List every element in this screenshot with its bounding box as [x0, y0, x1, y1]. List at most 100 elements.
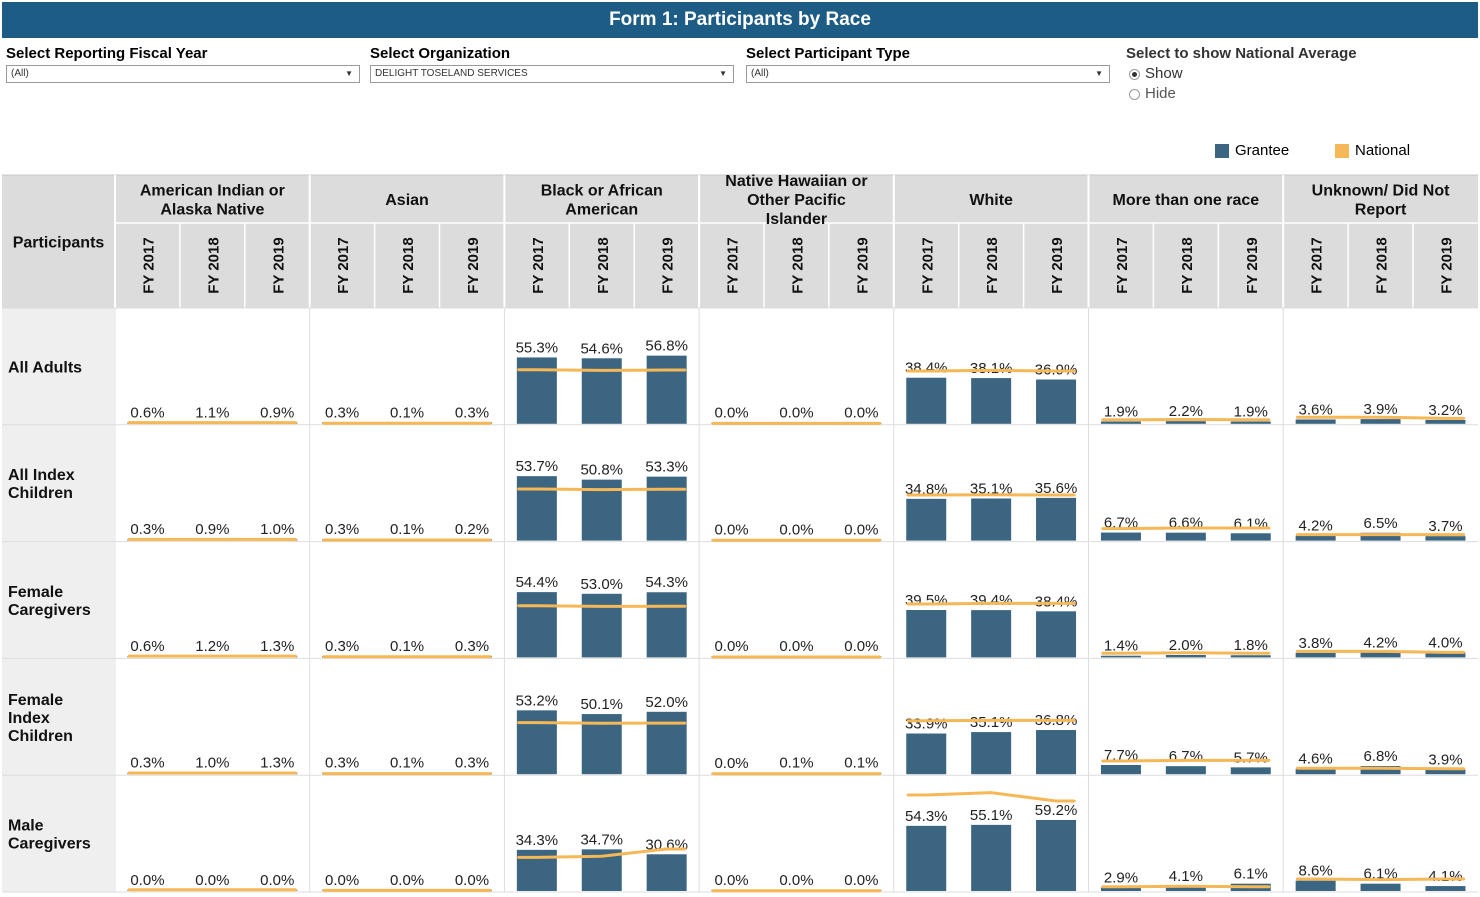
bar-grantee [127, 422, 168, 424]
data-label: 50.1% [580, 696, 623, 713]
data-label: 2.9% [1104, 870, 1138, 887]
data-label: 0.0% [779, 521, 813, 538]
year-label: FY 2017 [919, 237, 936, 293]
data-label: 0.1% [390, 755, 424, 772]
participant-type-value: (All) [751, 68, 769, 79]
data-label: 39.5% [905, 592, 948, 609]
data-label: 50.8% [580, 462, 623, 479]
radio-show[interactable]: Show [1129, 64, 1426, 84]
data-label: 34.8% [905, 481, 948, 498]
data-label: 52.0% [645, 694, 688, 711]
data-label: 3.9% [1363, 401, 1397, 418]
row-label-all-index-children: Children [8, 485, 73, 502]
bar-grantee [1100, 532, 1141, 541]
data-label: 0.0% [844, 872, 878, 889]
data-label: 0.0% [390, 872, 424, 889]
organization-label: Select Organization [370, 45, 511, 62]
year-label: FY 2019 [1438, 237, 1455, 293]
bar-grantee [711, 539, 752, 541]
radio-hide-label: Hide [1145, 85, 1176, 102]
year-label: FY 2017 [1114, 237, 1131, 293]
bar-grantee [1295, 652, 1336, 658]
bar-grantee [841, 656, 882, 658]
data-label: 34.7% [580, 831, 623, 848]
bar-grantee [1230, 655, 1271, 658]
bar-grantee [841, 889, 882, 891]
data-label: 55.3% [516, 339, 559, 356]
row-label-female-caregivers: Female [8, 584, 63, 601]
data-label: 1.4% [1104, 638, 1138, 655]
bar-grantee [257, 539, 298, 541]
bar-grantee [1165, 766, 1206, 775]
year-label: FY 2019 [270, 237, 287, 293]
data-label: 6.7% [1104, 515, 1138, 532]
organization-select[interactable]: DELIGHT TOSELAND SERVICES ▼ [370, 65, 734, 83]
bar-grantee [581, 593, 622, 658]
race-header-native-hawaiian-or-other-pacific-islander: Native Hawaiian or [725, 173, 867, 190]
fiscal-year-select[interactable]: (All) ▼ [6, 65, 360, 83]
radio-hide-indicator[interactable] [1129, 88, 1140, 100]
data-label: 0.0% [779, 638, 813, 655]
bar-grantee [192, 889, 233, 891]
data-label: 0.0% [844, 521, 878, 538]
data-label: 6.1% [1234, 515, 1268, 532]
data-label: 0.0% [455, 872, 489, 889]
bar-grantee [646, 854, 687, 891]
bar-grantee [776, 422, 817, 424]
row-label-female-index-children: Female [8, 692, 63, 709]
legend-grantee-label: Grantee [1235, 142, 1290, 159]
bar-grantee [841, 422, 882, 424]
organization-value: DELIGHT TOSELAND SERVICES [375, 68, 528, 79]
line-national [1101, 884, 1271, 889]
bar-grantee [906, 498, 947, 541]
bar-grantee [841, 539, 882, 541]
data-label: 4.2% [1299, 518, 1333, 535]
bar-grantee [1230, 533, 1271, 541]
data-label: 7.7% [1104, 747, 1138, 764]
line-national [906, 368, 1076, 373]
data-label: 1.1% [195, 404, 229, 421]
data-label: 0.3% [130, 521, 164, 538]
bar-grantee [776, 889, 817, 891]
data-label: 4.2% [1363, 634, 1397, 651]
line-national [1296, 415, 1466, 420]
data-label: 3.2% [1428, 402, 1462, 419]
bar-grantee [1295, 768, 1336, 775]
bar-grantee [646, 592, 687, 658]
year-label: FY 2018 [984, 237, 1001, 293]
data-label: 6.8% [1363, 748, 1397, 765]
participant-type-select[interactable]: (All) ▼ [746, 65, 1110, 83]
radio-show-indicator[interactable] [1129, 68, 1140, 80]
bar-grantee [322, 889, 363, 891]
data-label: 39.4% [970, 592, 1013, 609]
data-label: 36.8% [1035, 712, 1078, 729]
bar-grantee [1425, 652, 1466, 658]
radio-hide[interactable]: Hide [1129, 84, 1426, 104]
line-national [517, 721, 687, 725]
year-label: FY 2017 [140, 237, 157, 293]
bar-grantee [192, 422, 233, 424]
fiscal-year-filter: Select Reporting Fiscal Year (All) ▼ [6, 44, 360, 83]
data-label: 56.8% [645, 338, 688, 355]
bar-grantee [906, 825, 947, 891]
data-label: 53.3% [645, 459, 688, 476]
data-label: 2.0% [1169, 637, 1203, 654]
bar-grantee [1360, 883, 1401, 891]
data-label: 0.3% [130, 755, 164, 772]
page-title: Form 1: Participants by Race [2, 2, 1478, 38]
data-label: 0.1% [844, 755, 878, 772]
line-national [517, 487, 687, 492]
row-label-female-index-children: Index [8, 710, 50, 727]
row-label-female-index-children: Children [8, 728, 73, 745]
bar-grantee [1360, 652, 1401, 658]
bar-grantee [257, 889, 298, 891]
bar-grantee [451, 422, 492, 424]
row-label-all-adults: All Adults [8, 359, 82, 376]
chevron-down-icon: ▼ [1095, 69, 1103, 78]
data-label: 38.4% [905, 360, 948, 377]
data-label: 1.9% [1104, 404, 1138, 421]
data-label: 53.7% [516, 458, 559, 475]
race-header-black-or-african-american: Black or African [541, 183, 663, 200]
bar-grantee [971, 378, 1012, 424]
bar-grantee [1295, 880, 1336, 891]
